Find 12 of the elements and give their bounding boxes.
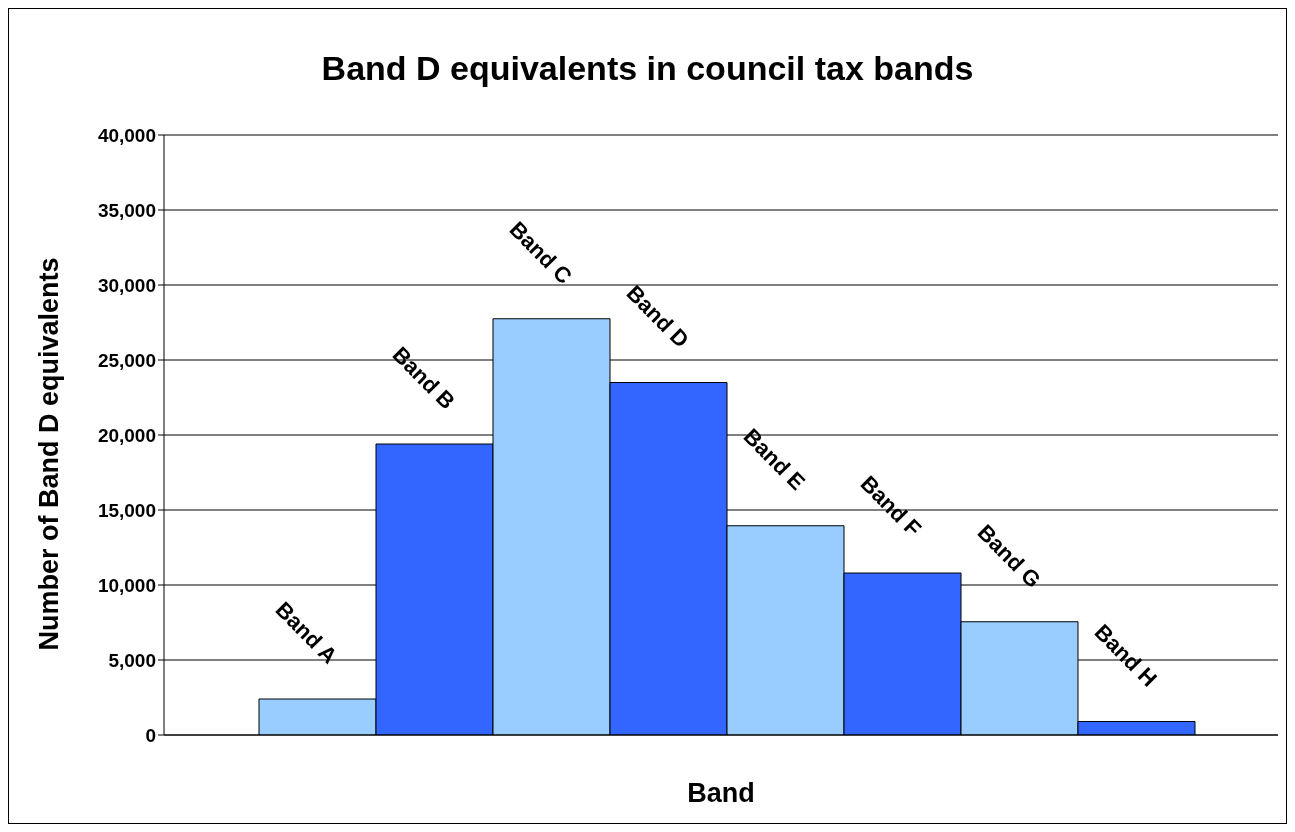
y-tick-label: 0 <box>145 724 156 746</box>
y-tick-label: 5,000 <box>108 649 156 671</box>
y-tick-label: 30,000 <box>97 274 156 296</box>
y-tick-label: 35,000 <box>97 199 156 221</box>
x-axis-title: Band <box>686 778 756 809</box>
chart-title: Band D equivalents in council tax bands <box>320 49 975 88</box>
y-tick-label: 10,000 <box>97 574 156 596</box>
y-tick-label: 15,000 <box>97 499 156 521</box>
y-tick-label: 20,000 <box>97 424 156 446</box>
y-tick-label: 25,000 <box>97 349 156 371</box>
y-tick-label: 40,000 <box>97 124 156 146</box>
y-axis-title: Number of Band D equivalents <box>33 257 65 651</box>
